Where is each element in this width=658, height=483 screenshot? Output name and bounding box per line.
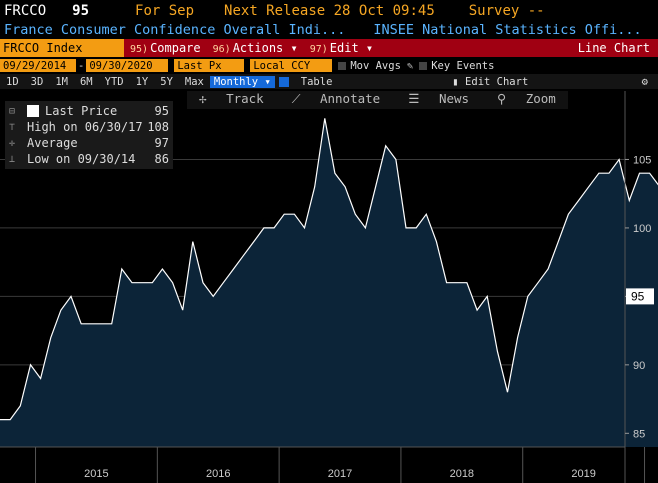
legend-sym: ⊟ [9, 105, 16, 117]
compare-button[interactable]: 95) Compare [130, 41, 201, 55]
edit-chart-button[interactable]: ▮ Edit Chart [452, 75, 529, 88]
news-button[interactable]: ☰ News [396, 91, 481, 109]
period-label: For Sep [135, 2, 195, 19]
last-value: 95 [72, 2, 90, 19]
news-icon: ☰ [408, 91, 427, 106]
last-value-label: 95 [631, 289, 645, 303]
low-marker-icon: ⊥ [9, 153, 16, 165]
pencil-icon[interactable]: ✎ [406, 59, 414, 72]
track-button[interactable]: ✢ Track [187, 91, 276, 109]
y-tick-label: 85 [633, 428, 645, 440]
actions-menu[interactable]: 96) Actions ▾ [212, 41, 298, 55]
period-1m[interactable]: 1M [55, 75, 68, 88]
y-tick-label: 105 [633, 154, 651, 166]
crosshair-icon: ✢ [199, 91, 215, 106]
settings-gear-icon[interactable]: ⚙ [641, 75, 648, 88]
table-button[interactable]: Table [300, 75, 333, 88]
series-line [0, 118, 658, 421]
security-title: France Consumer Confidence Overall Indi.… [4, 22, 346, 38]
mov-avgs-label: Mov Avgs [350, 59, 401, 72]
legend-last-price[interactable]: ⊟ Last Price 95 [9, 104, 169, 118]
ticker: FRCCO [4, 2, 47, 19]
y-tick-label: 100 [633, 223, 651, 235]
date-separator: - [78, 59, 85, 72]
period-ytd[interactable]: YTD [104, 75, 124, 88]
swatch-icon [27, 105, 39, 117]
next-release: Next Release 28 Oct 09:45 [224, 2, 435, 19]
x-axis: 201520162017201820192020 [0, 446, 646, 483]
series-area [0, 118, 658, 447]
x-tick-label: 2019 [571, 468, 595, 480]
description-bar: France Consumer Confidence Overall Indi.… [0, 21, 658, 39]
legend-average: ✛ Average 97 [9, 136, 169, 150]
source-name: INSEE National Statistics Offi... [373, 22, 642, 38]
last-value-box [626, 288, 654, 305]
edit-menu[interactable]: 97) Edit ▾ [309, 41, 374, 55]
period-3d[interactable]: 3D [30, 75, 44, 88]
end-date-field[interactable]: 09/30/2020 [86, 59, 169, 72]
key-events-label: Key Events [431, 59, 495, 72]
chart-toggle-icon[interactable] [278, 76, 289, 87]
period-6m[interactable]: 6M [79, 75, 93, 88]
average-marker-icon: ✛ [9, 137, 16, 149]
last-value-marker: 95 [626, 288, 654, 305]
y-axis: 85 90 95 100 105 [624, 91, 651, 483]
frequency-dropdown[interactable]: Monthly ▾ [209, 75, 275, 88]
key-events-checkbox[interactable] [419, 61, 428, 70]
x-tick-label: 2015 [84, 468, 108, 480]
period-bar: 1D 3D 1M 6M YTD 1Y 5Y Max Monthly ▾ Tabl… [0, 74, 658, 89]
menu-bar: FRCCO Index 95) Compare 96) Actions ▾ 97) E… [0, 39, 658, 57]
x-tick-label: 2018 [450, 468, 474, 480]
legend-high: ⊤ High on 06/30/17 108 [9, 120, 169, 134]
period-1d[interactable]: 1D [6, 75, 19, 88]
period-1y[interactable]: 1Y [135, 75, 149, 88]
chart-toolbar: ✢ Track ⟋ Annotate ☰ News ⚲ Zoom [187, 91, 568, 109]
period-max[interactable]: Max [184, 75, 204, 88]
x-tick-label: 2016 [206, 468, 230, 480]
header-bar: FRCCO 95 For Sep Next Release 28 Oct 09:… [0, 0, 658, 21]
field-selector[interactable]: Last Px [174, 59, 245, 72]
annotate-button[interactable]: ⟋ Annotate [280, 91, 393, 109]
chart-type-label: Line Chart [577, 41, 650, 55]
survey: Survey -- [468, 2, 545, 19]
zoom-icon: ⚲ [497, 91, 514, 106]
legend-low: ⊥ Low on 09/30/14 86 [9, 152, 169, 166]
legend-box: ⊟ Last Price 95 ⊤ High on 06/30/17 108 ✛ Aver… [5, 101, 173, 169]
mov-avgs-checkbox[interactable] [338, 61, 347, 70]
zoom-button[interactable]: ⚲ Zoom [485, 91, 568, 109]
edit-chart-icon: ▮ [452, 75, 466, 88]
period-5y[interactable]: 5Y [160, 75, 173, 88]
high-marker-icon: ⊤ [9, 121, 16, 133]
currency-selector[interactable]: Local CCY [250, 59, 333, 72]
security-field[interactable]: FRCCO Index [0, 39, 124, 57]
options-bar: 09/29/2014 - 09/30/2020 Last Px Local CC… [0, 58, 658, 73]
y-tick-label: 90 [633, 360, 645, 372]
x-tick-label: 2017 [328, 468, 352, 480]
start-date-field[interactable]: 09/29/2014 [0, 59, 76, 72]
annotate-icon: ⟋ [291, 91, 308, 106]
